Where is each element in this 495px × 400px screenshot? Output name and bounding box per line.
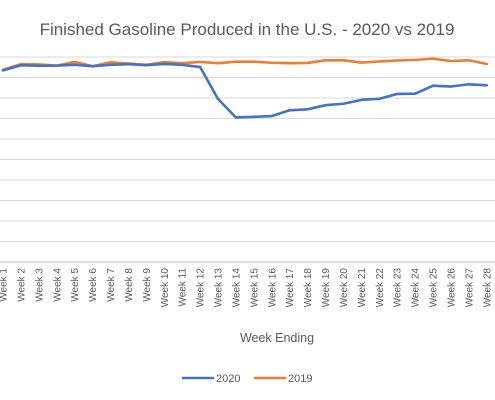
x-axis-label: Week Ending	[240, 331, 314, 345]
x-tick-label: Week 18	[303, 268, 314, 308]
x-tick-label: Week 12	[196, 268, 207, 308]
legend: 2020 2019	[181, 373, 312, 385]
gridlines	[0, 56, 495, 242]
x-tick-label: Week 17	[285, 268, 296, 308]
x-tick-label: Week 4	[52, 268, 63, 302]
x-tick-label: Week 1	[0, 268, 10, 302]
x-tick-label: Week 5	[70, 268, 81, 302]
x-tick-label: Week 14	[231, 268, 242, 308]
x-tick-label: Week 8	[124, 268, 135, 302]
x-tick-label: Week 28	[482, 268, 493, 308]
x-tick-label: Week 21	[357, 268, 368, 308]
x-tick-label: Week 23	[393, 268, 404, 308]
x-tick-label: Week 24	[411, 268, 422, 308]
legend-label-2019: 2019	[288, 373, 312, 385]
x-tick-label: Week 6	[88, 268, 99, 302]
x-tick-label: Week 2	[16, 268, 27, 302]
chart-title: Finished Gasoline Produced in the U.S. -…	[40, 20, 455, 39]
x-tick-labels: Week 1 Week 2 Week 3 Week 4 Week 5 Week 6 Week…	[0, 268, 493, 308]
x-tick-label: Week 26	[447, 268, 458, 308]
x-tick-label: Week 11	[178, 268, 189, 307]
x-tick-label: Week 10	[160, 268, 171, 308]
x-tick-label: Week 19	[321, 268, 332, 308]
series-lines	[1, 57, 489, 119]
x-tick-label: Week 9	[142, 268, 153, 302]
x-tick-label: Week 22	[375, 268, 386, 308]
x-tick-label: Week 20	[339, 268, 350, 308]
x-tick-label: Week 25	[429, 268, 440, 308]
x-tick-label: Week 15	[249, 268, 260, 308]
x-tick-label: Week 3	[34, 268, 45, 302]
legend-label-2020: 2020	[216, 373, 240, 385]
x-tick-label: Week 16	[267, 268, 278, 308]
x-tick-label: Week 7	[106, 268, 117, 302]
x-tick-label: Week 13	[214, 268, 225, 308]
x-tick-label: Week 27	[464, 268, 475, 308]
series-line-2020	[1, 62, 489, 119]
series-line-2019	[1, 57, 489, 72]
